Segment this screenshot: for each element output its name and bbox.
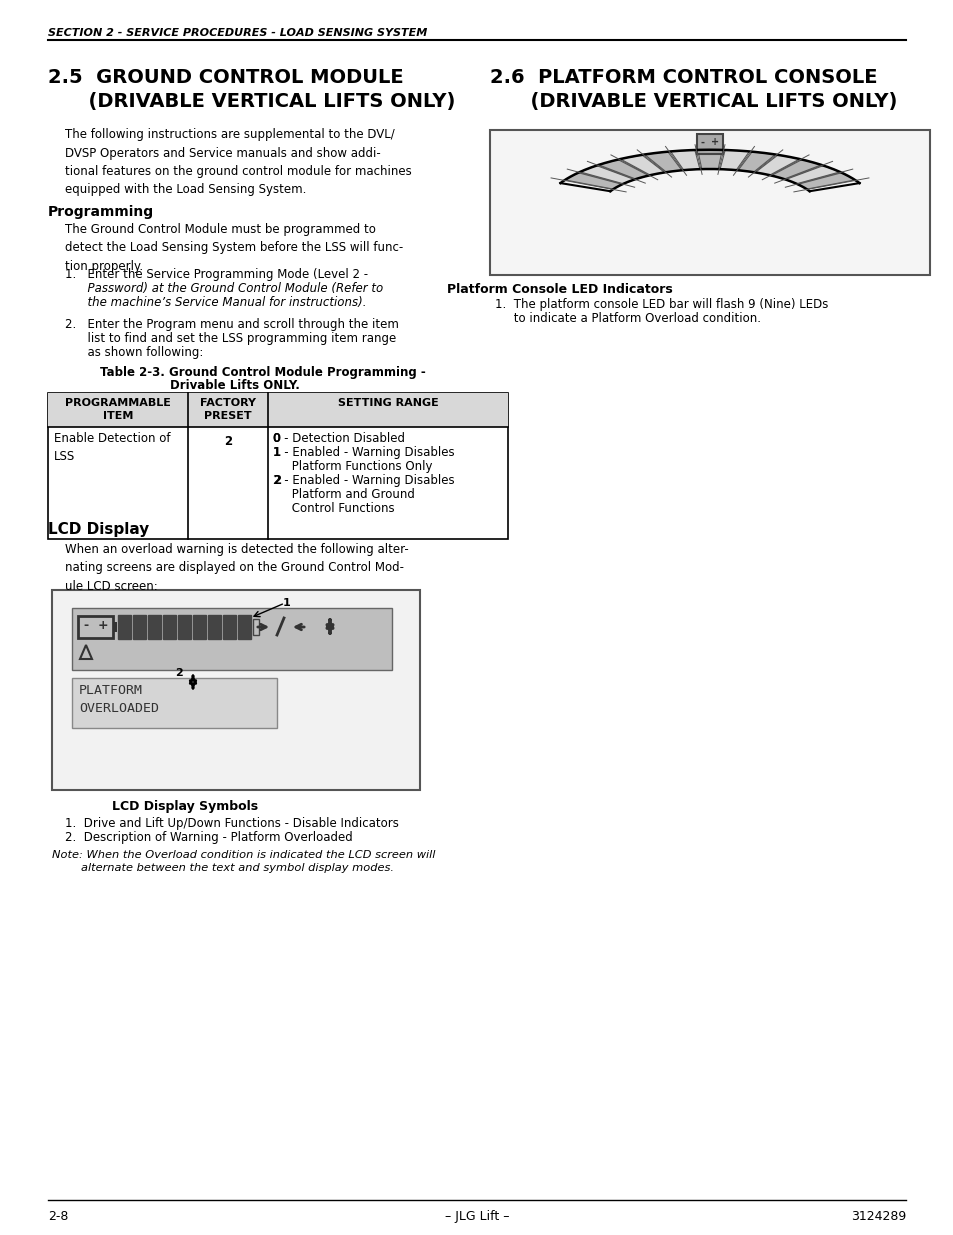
Text: 1: 1 — [283, 598, 291, 608]
Text: 1.   Enter the Service Programming Mode (Level 2 -: 1. Enter the Service Programming Mode (L… — [65, 268, 368, 282]
Text: 2 - Enabled - Warning Disables: 2 - Enabled - Warning Disables — [273, 474, 455, 487]
Polygon shape — [564, 173, 621, 189]
Bar — [71, 608, 392, 671]
Text: 2.   Enter the Program menu and scroll through the item: 2. Enter the Program menu and scroll thr… — [65, 317, 398, 331]
Bar — [223, 615, 235, 638]
Bar — [48, 393, 507, 538]
Text: Table 2-3. Ground Control Module Programming -: Table 2-3. Ground Control Module Program… — [100, 366, 425, 379]
Text: When an overload warning is detected the following alter-
nating screens are dis: When an overload warning is detected the… — [65, 543, 408, 593]
Bar — [193, 615, 206, 638]
Text: alternate between the text and symbol display modes.: alternate between the text and symbol di… — [52, 863, 394, 873]
Text: Platform and Ground: Platform and Ground — [273, 488, 415, 501]
Bar — [697, 135, 722, 154]
Text: 0 - Detection Disabled: 0 - Detection Disabled — [273, 432, 405, 445]
Text: Enable Detection of
LSS: Enable Detection of LSS — [54, 432, 171, 462]
Polygon shape — [619, 154, 664, 175]
Bar — [52, 590, 419, 790]
Text: 2: 2 — [273, 474, 281, 487]
Bar — [48, 393, 507, 427]
Bar — [163, 615, 175, 638]
Text: SETTING RANGE: SETTING RANGE — [337, 398, 438, 408]
Text: PLATFORM
OVERLOADED: PLATFORM OVERLOADED — [79, 684, 159, 715]
Text: 1 - Enabled - Warning Disables: 1 - Enabled - Warning Disables — [273, 446, 455, 459]
Polygon shape — [797, 173, 854, 189]
Text: Programming: Programming — [48, 205, 154, 219]
Text: 3124289: 3124289 — [850, 1210, 905, 1223]
Text: 2: 2 — [174, 668, 183, 678]
Text: Drivable Lifts ONLY.: Drivable Lifts ONLY. — [170, 379, 299, 391]
Bar — [71, 678, 276, 727]
Text: Platform Functions Only: Platform Functions Only — [273, 459, 432, 473]
Text: list to find and set the LSS programming item range: list to find and set the LSS programming… — [65, 332, 395, 345]
Text: 2: 2 — [224, 435, 232, 448]
Text: the machine’s Service Manual for instructions).: the machine’s Service Manual for instruc… — [65, 296, 366, 309]
Bar — [178, 615, 191, 638]
Bar — [148, 615, 161, 638]
Text: 2-8: 2-8 — [48, 1210, 69, 1223]
Text: LCD Display: LCD Display — [48, 522, 149, 537]
Text: as shown following:: as shown following: — [65, 346, 203, 359]
Text: Note: When the Overload condition is indicated the LCD screen will: Note: When the Overload condition is ind… — [52, 850, 435, 860]
Polygon shape — [738, 152, 775, 172]
Bar — [253, 619, 258, 635]
Text: Control Functions: Control Functions — [273, 501, 395, 515]
Text: 1.  Drive and Lift Up/Down Functions - Disable Indicators: 1. Drive and Lift Up/Down Functions - Di… — [65, 818, 398, 830]
Polygon shape — [697, 149, 721, 169]
Text: 2.5  GROUND CONTROL MODULE: 2.5 GROUND CONTROL MODULE — [48, 68, 403, 86]
Text: The Ground Control Module must be programmed to
detect the Load Sensing System b: The Ground Control Module must be progra… — [65, 224, 403, 273]
Text: PROGRAMMABLE
ITEM: PROGRAMMABLE ITEM — [65, 398, 171, 421]
Text: Password) at the Ground Control Module (Refer to: Password) at the Ground Control Module (… — [65, 282, 383, 295]
Bar — [132, 615, 146, 638]
Text: 1: 1 — [273, 446, 281, 459]
Text: The following instructions are supplemental to the DVL/
DVSP Operators and Servi: The following instructions are supplemen… — [65, 128, 412, 196]
Polygon shape — [579, 165, 634, 184]
Bar — [112, 622, 117, 632]
Text: SECTION 2 - SERVICE PROCEDURES - LOAD SENSING SYSTEM: SECTION 2 - SERVICE PROCEDURES - LOAD SE… — [48, 28, 427, 38]
Polygon shape — [755, 154, 799, 175]
Text: -: - — [83, 619, 88, 632]
Text: (DRIVABLE VERTICAL LIFTS ONLY): (DRIVABLE VERTICAL LIFTS ONLY) — [48, 91, 455, 111]
Polygon shape — [720, 149, 749, 170]
Text: FACTORY
PRESET: FACTORY PRESET — [200, 398, 255, 421]
Text: (DRIVABLE VERTICAL LIFTS ONLY): (DRIVABLE VERTICAL LIFTS ONLY) — [490, 91, 897, 111]
Bar — [237, 615, 251, 638]
Polygon shape — [784, 165, 839, 184]
Polygon shape — [598, 159, 648, 179]
Text: – JLG Lift –: – JLG Lift – — [444, 1210, 509, 1223]
Text: 0: 0 — [273, 432, 281, 445]
Polygon shape — [670, 149, 700, 170]
Polygon shape — [771, 159, 821, 179]
Text: LCD Display Symbols: LCD Display Symbols — [112, 800, 258, 813]
Text: Platform Console LED Indicators: Platform Console LED Indicators — [447, 283, 672, 296]
Text: 2.6  PLATFORM CONTROL CONSOLE: 2.6 PLATFORM CONTROL CONSOLE — [490, 68, 877, 86]
Text: -: - — [700, 137, 704, 147]
Polygon shape — [80, 645, 91, 659]
Bar — [78, 616, 112, 638]
Polygon shape — [644, 152, 681, 172]
Text: +: + — [710, 137, 719, 147]
Text: 1.  The platform console LED bar will flash 9 (Nine) LEDs: 1. The platform console LED bar will fla… — [495, 298, 827, 311]
Text: +: + — [98, 619, 109, 632]
Bar — [490, 130, 929, 275]
Bar — [118, 615, 131, 638]
Text: 2.  Description of Warning - Platform Overloaded: 2. Description of Warning - Platform Ove… — [65, 831, 353, 844]
Bar — [208, 615, 221, 638]
Text: to indicate a Platform Overload condition.: to indicate a Platform Overload conditio… — [495, 312, 760, 325]
